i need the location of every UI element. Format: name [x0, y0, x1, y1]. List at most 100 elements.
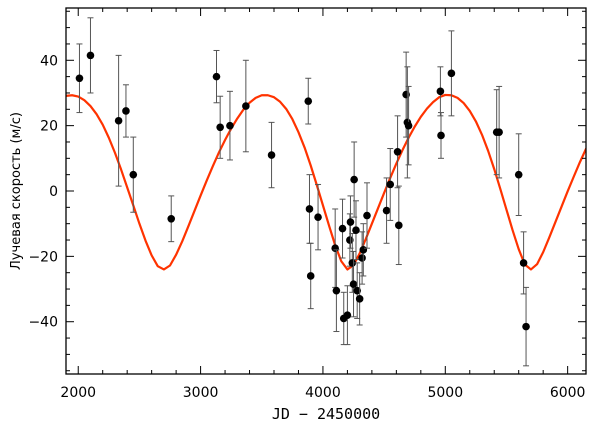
data-point: [226, 90, 234, 161]
point-marker: [114, 116, 123, 125]
point-marker: [226, 121, 234, 130]
point-marker: [350, 175, 358, 184]
data-point: [114, 54, 123, 187]
point-marker: [305, 205, 314, 213]
data-point: [358, 231, 366, 285]
y-tick-label: −20: [28, 249, 58, 265]
data-point: [122, 84, 130, 138]
data-point: [386, 148, 395, 221]
point-marker: [447, 69, 456, 78]
point-marker: [353, 286, 362, 295]
data-point: [522, 286, 530, 367]
data-point: [436, 66, 445, 117]
point-marker: [216, 123, 224, 132]
data-point: [129, 136, 138, 213]
point-marker: [348, 259, 357, 267]
data-point: [304, 77, 313, 125]
point-marker: [122, 107, 130, 115]
point-marker: [404, 121, 413, 130]
point-marker: [331, 244, 339, 252]
x-tick-label: 3000: [183, 385, 219, 401]
data-point: [437, 112, 445, 159]
point-marker: [306, 272, 315, 280]
data-point: [212, 49, 221, 104]
data-point: [353, 262, 362, 319]
point-marker: [519, 259, 528, 267]
point-marker: [386, 180, 395, 189]
point-marker: [395, 221, 403, 230]
point-marker: [358, 254, 366, 262]
data-point: [355, 272, 364, 326]
y-axis-title: Лучевая скорость (м/с): [9, 112, 24, 270]
x-axis-title: JD − 2450000: [272, 405, 380, 423]
data-point: [363, 182, 371, 249]
tick-labels-layer: 2000 3000 4000 5000 6000 −40 −20 0 20 40: [28, 53, 585, 401]
point-marker: [75, 74, 84, 83]
data-points-layer: [75, 17, 530, 367]
point-marker: [495, 128, 503, 136]
point-marker: [359, 246, 368, 254]
data-point: [86, 17, 95, 94]
x-tick-label: 2000: [60, 385, 96, 401]
data-point: [306, 242, 315, 310]
point-marker: [129, 170, 138, 179]
point-marker: [522, 322, 530, 331]
point-marker: [437, 131, 445, 140]
data-point: [167, 195, 176, 243]
data-point: [338, 198, 347, 259]
data-point: [314, 183, 322, 251]
data-point: [346, 195, 355, 249]
data-point: [495, 85, 503, 179]
point-marker: [363, 211, 371, 220]
point-marker: [514, 170, 523, 179]
axis-ticks-layer: [66, 8, 586, 374]
data-point: [332, 249, 341, 333]
x-tick-label: 5000: [427, 385, 463, 401]
x-tick-label: 4000: [305, 385, 341, 401]
point-marker: [332, 286, 341, 295]
data-point: [382, 177, 391, 244]
data-point: [350, 141, 358, 218]
point-marker: [402, 90, 410, 99]
data-point: [349, 250, 358, 318]
plot-frame: [65, 7, 587, 375]
point-marker: [436, 87, 445, 96]
data-point: [216, 95, 224, 159]
point-marker: [393, 147, 402, 156]
data-point: [242, 59, 250, 153]
point-marker: [86, 51, 95, 60]
data-point: [305, 174, 314, 244]
point-marker: [304, 97, 313, 105]
model-curve: [66, 93, 586, 271]
point-marker: [314, 213, 322, 221]
point-marker: [355, 295, 364, 303]
data-point: [514, 133, 523, 217]
point-marker: [346, 218, 355, 226]
point-marker: [343, 311, 352, 319]
data-point: [343, 285, 352, 346]
y-tick-label: 40: [40, 53, 58, 69]
y-tick-label: 20: [40, 119, 58, 135]
point-marker: [346, 236, 354, 244]
point-marker: [167, 214, 176, 223]
point-marker: [242, 102, 250, 110]
data-point: [447, 30, 456, 117]
data-point: [75, 43, 84, 114]
y-tick-label: −40: [28, 315, 58, 331]
point-marker: [349, 280, 358, 288]
data-point: [404, 85, 413, 166]
y-tick-label: 0: [49, 184, 58, 200]
data-point: [267, 121, 276, 189]
point-marker: [352, 226, 360, 235]
data-point: [395, 185, 403, 266]
point-marker: [338, 224, 347, 233]
model-curve-layer: [66, 93, 586, 271]
point-marker: [382, 206, 391, 215]
point-marker: [212, 72, 221, 81]
x-tick-label: 6000: [550, 385, 586, 401]
data-point: [352, 200, 360, 261]
data-point: [393, 115, 402, 189]
point-marker: [267, 151, 276, 159]
